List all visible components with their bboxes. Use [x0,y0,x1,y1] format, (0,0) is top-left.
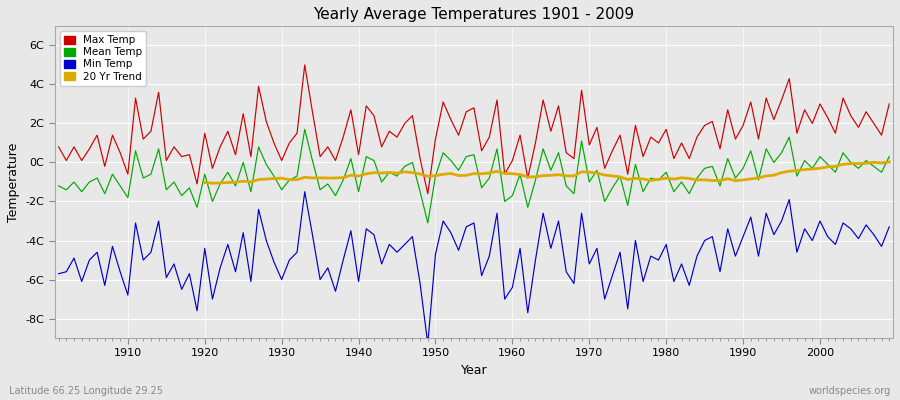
Text: worldspecies.org: worldspecies.org [809,386,891,396]
X-axis label: Year: Year [461,364,487,377]
Y-axis label: Temperature: Temperature [7,142,20,222]
Text: Latitude 66.25 Longitude 29.25: Latitude 66.25 Longitude 29.25 [9,386,163,396]
Title: Yearly Average Temperatures 1901 - 2009: Yearly Average Temperatures 1901 - 2009 [313,7,634,22]
Legend: Max Temp, Mean Temp, Min Temp, 20 Yr Trend: Max Temp, Mean Temp, Min Temp, 20 Yr Tre… [60,31,146,86]
